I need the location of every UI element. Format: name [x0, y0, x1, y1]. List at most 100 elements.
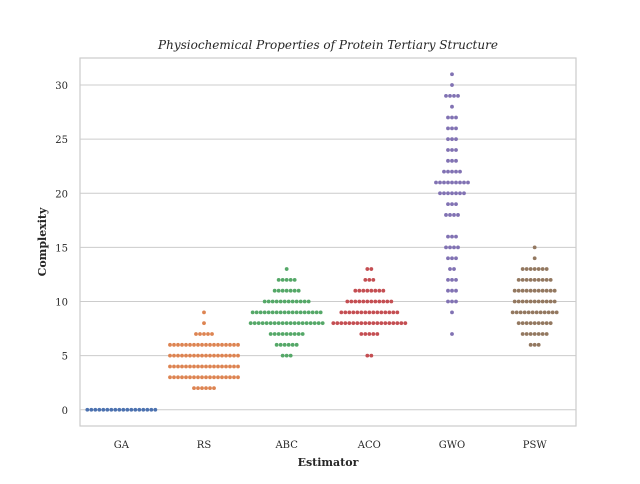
data-point — [387, 310, 392, 315]
data-point — [446, 191, 450, 196]
data-point — [228, 364, 232, 369]
data-point — [168, 364, 172, 369]
data-point — [377, 288, 382, 293]
data-point — [540, 332, 545, 336]
data-point — [371, 321, 376, 326]
data-point — [520, 332, 525, 336]
data-point — [232, 353, 236, 358]
data-point — [101, 407, 106, 412]
data-point — [250, 310, 255, 315]
data-point — [458, 191, 462, 196]
data-point — [153, 407, 158, 412]
y-tick-label: 25 — [55, 135, 68, 146]
data-point — [298, 299, 303, 304]
data-point — [172, 364, 176, 369]
data-point — [196, 353, 200, 358]
data-point — [280, 321, 285, 326]
data-point — [280, 277, 285, 282]
data-point — [121, 407, 126, 412]
data-point — [208, 375, 212, 380]
data-point — [256, 321, 261, 326]
data-point — [450, 288, 454, 293]
data-point — [200, 364, 204, 369]
data-point — [353, 299, 358, 304]
data-point — [188, 364, 192, 369]
data-point — [544, 277, 549, 282]
data-point — [228, 353, 232, 358]
data-point — [212, 375, 216, 380]
y-axis-label: Complexity — [36, 207, 49, 276]
data-point — [216, 342, 220, 347]
series-aco — [331, 267, 408, 358]
data-point — [306, 310, 311, 315]
data-point — [452, 245, 456, 250]
data-point — [450, 234, 454, 239]
data-point — [192, 375, 196, 380]
data-point — [379, 310, 384, 315]
data-point — [216, 353, 220, 358]
data-point — [552, 299, 557, 304]
data-point — [524, 267, 529, 271]
data-point — [302, 310, 307, 315]
data-point — [228, 375, 232, 380]
data-point — [532, 288, 537, 293]
data-point — [280, 332, 285, 336]
x-axis-label: Estimator — [298, 456, 359, 469]
data-point — [365, 353, 370, 358]
data-point — [446, 180, 450, 185]
data-point — [544, 299, 549, 304]
data-point — [454, 299, 458, 304]
data-point — [548, 299, 553, 304]
data-point — [450, 191, 454, 196]
data-point — [298, 310, 303, 315]
data-point — [528, 299, 533, 304]
data-point — [454, 169, 458, 174]
data-point — [532, 245, 537, 250]
data-point — [450, 104, 454, 109]
data-point — [438, 180, 442, 185]
data-point — [528, 277, 533, 282]
data-point — [212, 364, 216, 369]
data-point — [516, 277, 521, 282]
data-point — [548, 288, 553, 293]
data-point — [446, 115, 450, 120]
data-point — [389, 299, 394, 304]
data-point — [450, 310, 454, 315]
data-point — [373, 299, 378, 304]
data-point — [373, 288, 378, 293]
data-point — [202, 310, 206, 315]
x-tick-label: RS — [197, 440, 212, 451]
data-point — [208, 342, 212, 347]
data-point — [554, 310, 559, 315]
data-point — [282, 310, 287, 315]
data-point — [300, 332, 305, 336]
data-point — [284, 267, 289, 271]
data-point — [268, 321, 273, 326]
data-point — [318, 310, 323, 315]
data-point — [516, 288, 521, 293]
data-point — [290, 299, 295, 304]
data-point — [532, 332, 537, 336]
data-point — [353, 288, 358, 293]
data-point — [466, 180, 470, 185]
data-point — [516, 299, 521, 304]
data-point — [282, 299, 287, 304]
data-point — [290, 310, 295, 315]
data-point — [294, 342, 299, 347]
data-point — [274, 310, 279, 315]
data-point — [367, 310, 372, 315]
data-point — [542, 310, 547, 315]
data-point — [292, 332, 297, 336]
data-point — [450, 83, 454, 87]
data-point — [314, 310, 319, 315]
data-point — [224, 342, 228, 347]
data-point — [355, 310, 360, 315]
data-point — [141, 407, 146, 412]
data-point — [206, 332, 210, 336]
data-point — [262, 299, 267, 304]
data-point — [448, 93, 452, 98]
data-point — [270, 299, 275, 304]
data-point — [387, 321, 392, 326]
x-tick-label: ABC — [274, 440, 298, 451]
